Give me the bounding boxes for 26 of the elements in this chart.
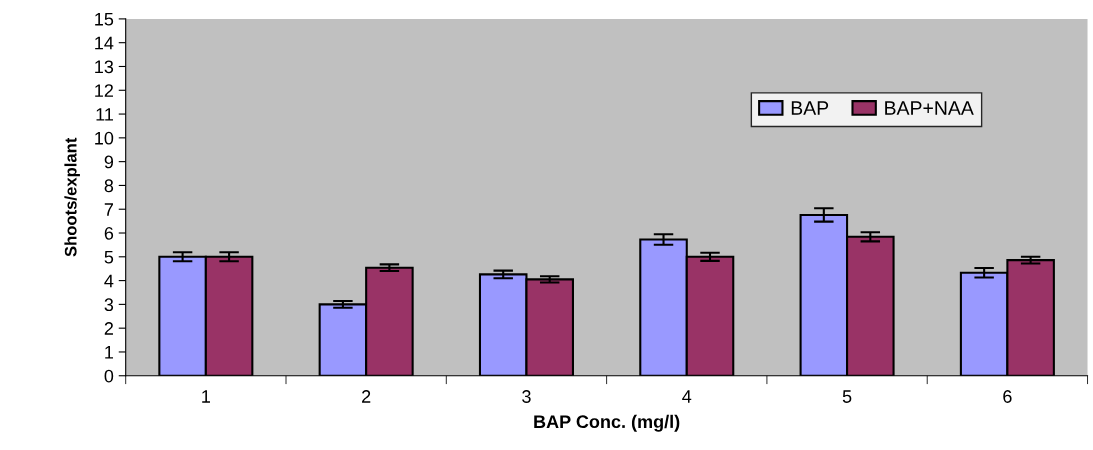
y-tick-label: 8 xyxy=(104,179,114,193)
y-tick-label: 1 xyxy=(105,346,114,359)
x-tick-label: 2 xyxy=(362,390,371,403)
x-tick-label: 3 xyxy=(522,390,531,403)
y-tick-label: 10 xyxy=(95,131,114,145)
legend-label: BAP xyxy=(791,101,829,115)
y-tick-label: 4 xyxy=(104,274,114,288)
y-tick-label: 13 xyxy=(95,60,114,74)
x-tick-label: 1 xyxy=(202,390,210,403)
y-tick-label: 2 xyxy=(104,322,113,335)
x-tick-label: 5 xyxy=(842,390,852,403)
y-tick-label: 3 xyxy=(104,298,114,312)
x-tick-label: 4 xyxy=(682,390,692,403)
x-tick-label: 6 xyxy=(1003,390,1012,403)
y-tick-label: 12 xyxy=(95,84,113,97)
y-tick-label: 6 xyxy=(104,226,114,240)
y-tick-label: 15 xyxy=(95,13,114,26)
y-tick-label: 7 xyxy=(104,203,113,216)
y-tick-label: 14 xyxy=(95,36,114,50)
y-tick-label: 5 xyxy=(104,250,114,264)
y-tick-label: 0 xyxy=(104,369,114,383)
y-axis-title: Shoots/explant xyxy=(64,137,80,257)
y-tick-label: 11 xyxy=(96,108,114,121)
legend-label: BAP+NAA xyxy=(885,101,974,115)
x-axis-title: BAP Conc. (mg/l) xyxy=(534,414,680,432)
y-tick-label: 9 xyxy=(104,155,114,169)
